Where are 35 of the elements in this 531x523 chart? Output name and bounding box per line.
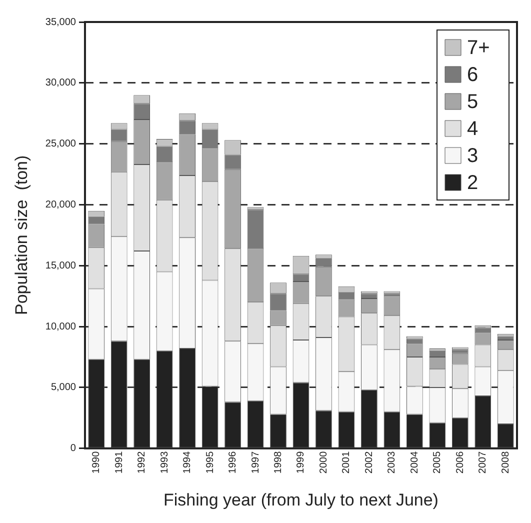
legend-label: 5 <box>467 91 478 114</box>
x-tick-label: 1998 <box>273 450 284 474</box>
x-tick-label: 2003 <box>386 450 398 474</box>
y-tick-label: 5,000 <box>50 382 76 394</box>
x-tick-label: 2002 <box>364 450 375 474</box>
x-tick-label: 1996 <box>228 450 239 474</box>
legend-label: 7+ <box>467 37 490 60</box>
y-axis-title: Population size (ton) <box>12 155 31 316</box>
y-tick-label: 30,000 <box>45 78 76 89</box>
x-tick-label: 1992 <box>136 450 148 474</box>
x-tick-label: 1991 <box>114 450 125 474</box>
y-tick-label: 0 <box>70 443 76 454</box>
x-tick-label: 1990 <box>91 450 102 474</box>
x-tick-label: 1997 <box>250 450 262 474</box>
legend-label: 3 <box>467 145 478 168</box>
legend-label: 6 <box>467 64 478 86</box>
x-tick-label: 1993 <box>159 450 170 474</box>
x-tick-label: 1994 <box>182 450 194 474</box>
x-tick-label: 2001 <box>341 450 352 474</box>
y-tick-label: 35,000 <box>45 16 76 28</box>
legend-label: 4 <box>467 118 478 140</box>
x-axis-title: Fishing year (from July to next June) <box>164 490 438 510</box>
x-tick-label: 2004 <box>409 450 420 474</box>
legend-label: 2 <box>467 172 478 194</box>
y-tick-label: 15,000 <box>45 260 76 272</box>
x-tick-label: 2000 <box>318 450 330 474</box>
x-tick-label: 1995 <box>204 450 216 474</box>
x-tick-label: 2005 <box>432 450 444 474</box>
x-tick-label: 2006 <box>454 450 466 474</box>
x-tick-label: 2008 <box>500 450 512 474</box>
y-tick-label: 10,000 <box>45 321 76 332</box>
y-tick-label: 20,000 <box>45 199 76 210</box>
y-tick-label: 25,000 <box>45 138 76 150</box>
x-tick-label: 1999 <box>296 450 307 474</box>
x-tick-label: 2007 <box>478 450 489 474</box>
